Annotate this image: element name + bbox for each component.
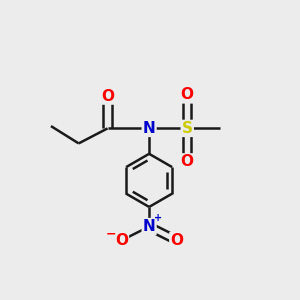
- Text: O: O: [101, 88, 114, 104]
- Text: O: O: [115, 233, 128, 248]
- Text: O: O: [181, 87, 194, 102]
- Text: N: N: [143, 121, 155, 136]
- Text: −: −: [106, 227, 116, 240]
- Text: +: +: [154, 214, 162, 224]
- Text: S: S: [182, 121, 193, 136]
- Text: N: N: [143, 219, 155, 234]
- Text: O: O: [170, 233, 183, 248]
- Text: O: O: [181, 154, 194, 169]
